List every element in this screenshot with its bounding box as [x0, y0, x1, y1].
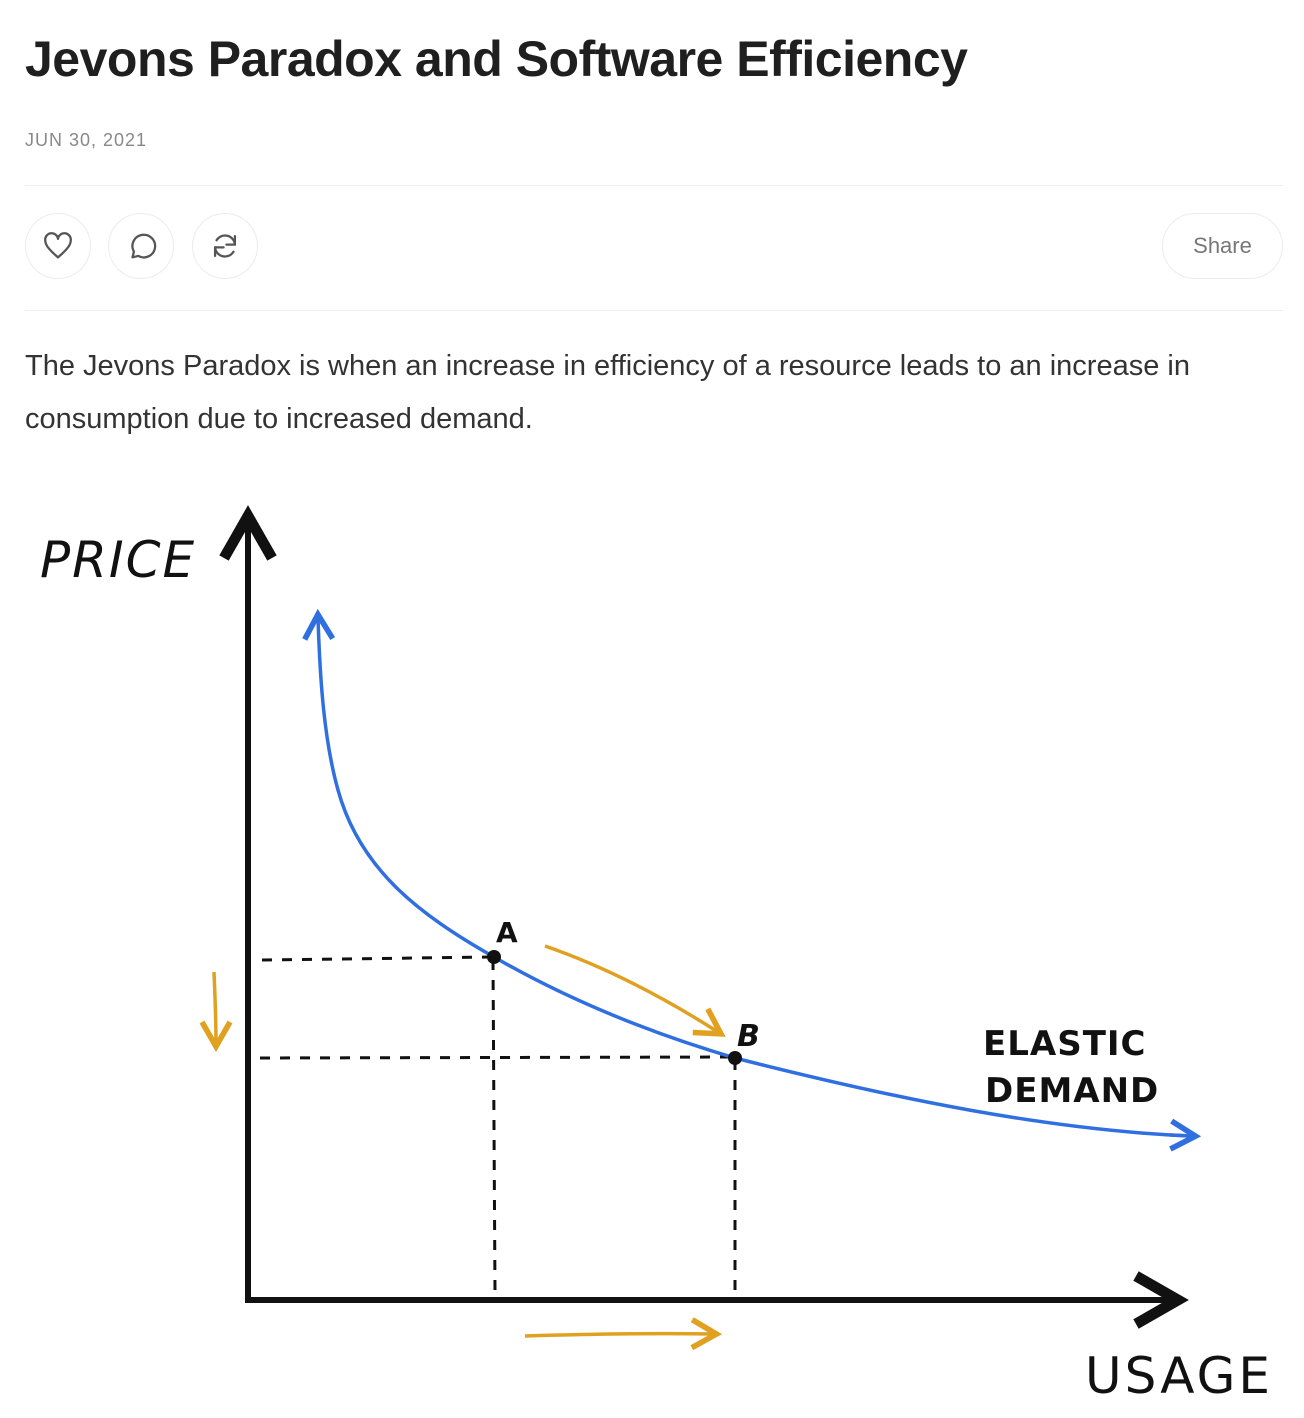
article-title: Jevons Paradox and Software Efficiency: [25, 31, 968, 87]
movement-arrow: [544, 944, 726, 1037]
heart-icon: [44, 232, 72, 259]
curve-label-line1: ELASTIC: [983, 1024, 1147, 1064]
guide-b-horizontal: [259, 1055, 736, 1060]
point-b-label: B: [737, 1019, 760, 1054]
guide-a-horizontal: [261, 955, 495, 962]
divider: [25, 310, 1283, 311]
point-a-label: A: [496, 916, 518, 949]
elastic-demand-diagram: PRICE USAGE A B ELASTIC DEMAND: [40, 505, 1273, 1405]
curve-end-arrow: [1169, 1118, 1202, 1152]
price-down-arrow: [199, 971, 233, 1053]
point-b-marker: [728, 1051, 742, 1065]
refresh-icon: [213, 234, 237, 258]
y-axis-label: PRICE: [40, 531, 196, 589]
comment-bubble-icon: [131, 233, 157, 259]
x-axis-label: USAGE: [1085, 1347, 1273, 1405]
publish-date: JUN 30, 2021: [25, 130, 148, 150]
divider: [25, 185, 1283, 186]
comment-button[interactable]: [108, 213, 174, 279]
restack-button[interactable]: [192, 213, 258, 279]
intro-paragraph: The Jevons Paradox is when an increase i…: [25, 350, 1190, 435]
usage-right-arrow: [524, 1317, 723, 1351]
like-button[interactable]: [25, 213, 91, 279]
curve-label-line2: DEMAND: [985, 1071, 1159, 1111]
point-a-marker: [487, 950, 501, 964]
guide-a-vertical: [491, 959, 497, 1293]
share-button[interactable]: Share: [1162, 213, 1283, 279]
demand-curve: [302, 608, 1191, 1138]
